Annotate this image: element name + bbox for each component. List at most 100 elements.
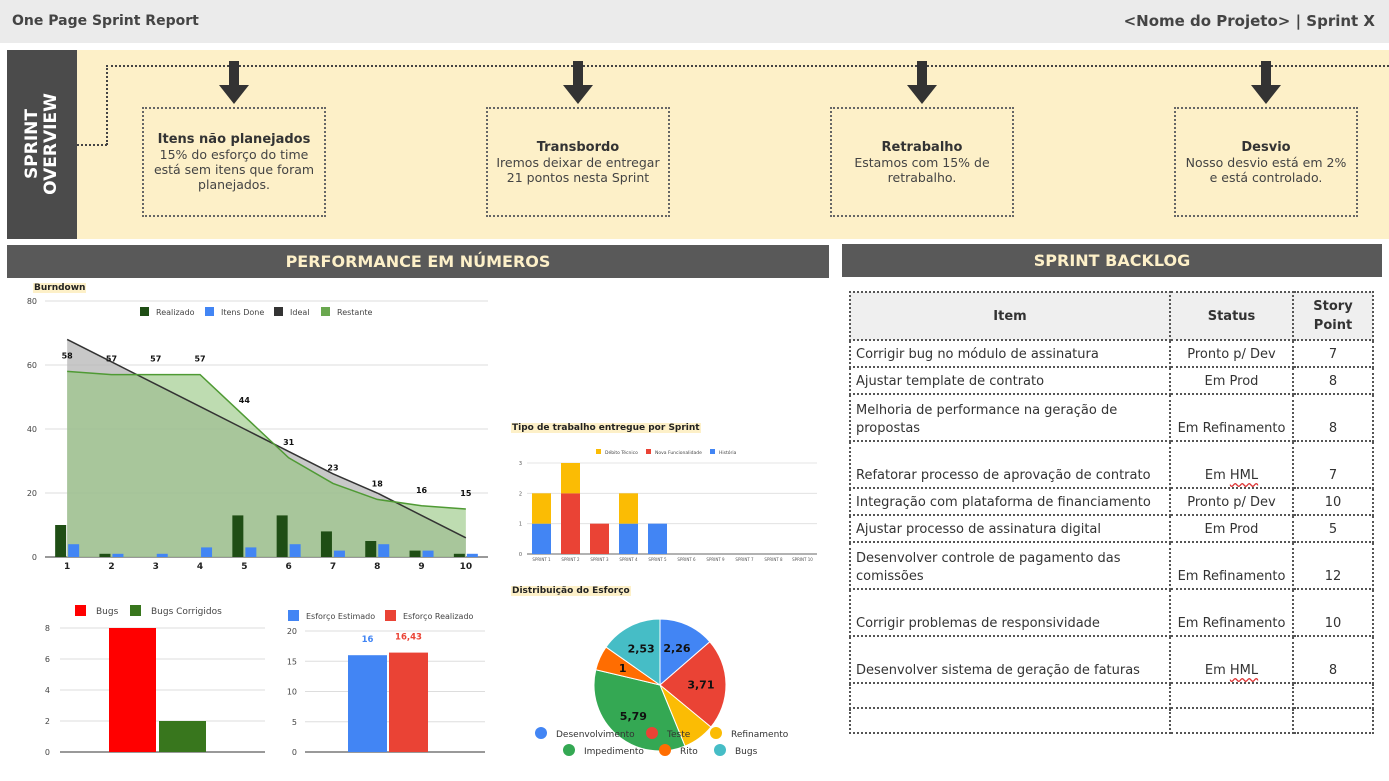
stacked-bar-segment [619,493,638,524]
bugs-chart: 0 2 4 6 8 Bugs Bugs Corrigidos [45,605,265,757]
bar-realizado [99,553,111,557]
data-label: 44 [239,396,251,405]
y-tick-label: 1 [519,522,522,528]
legend-swatch [321,307,330,316]
bar-realizado [409,550,421,557]
data-label: 57 [150,355,161,364]
down-arrow-icon [907,61,937,104]
backlog-item: Ajustar processo de assinatura digital [849,514,1171,543]
stacked-bar-segment [619,523,638,554]
legend-label: História [719,449,737,456]
pie-slice-label: 2,53 [628,643,655,656]
legend-swatch [659,744,671,756]
backlog-story-points: 8 [1292,366,1374,395]
backlog-item [849,682,1171,709]
spellcheck-underline: HML [1229,468,1259,483]
legend-swatch [714,744,726,756]
bar-realizado [232,515,244,557]
table-row[interactable]: Refatorar processo de aprovação de contr… [849,440,1374,489]
work-type-chart: 0 1 2 3 SPRINT 1 SPRINT 2 SPRINT 3 SPRINT 4 SPRI… [519,449,817,562]
table-row[interactable]: Ajustar template de contrato Em Prod 8 [849,366,1374,395]
overview-card-unplanned: Itens não planejados 15% do esforço do t… [142,107,326,217]
backlog-status: Em Refinamento [1169,393,1294,442]
backlog-story-points [1292,682,1374,709]
burndown-title: Burndown [33,283,87,293]
legend-label: Rito [680,747,698,757]
down-arrow-icon [563,61,593,104]
y-tick-label: 0 [32,553,37,562]
down-arrow-icon [219,61,249,104]
bar-itens-done [289,544,301,557]
backlog-status: Pronto p/ Dev [1169,339,1294,368]
backlog-item: Desenvolver sistema de geração de fatura… [849,635,1171,684]
legend-label: Esforço Realizado [403,612,474,621]
overview-connector-hook [77,144,107,146]
x-tick-label: 4 [197,562,203,572]
x-tick-label: 5 [241,562,247,572]
legend-swatch [646,449,651,454]
backlog-item: Integração com plataforma de financiamen… [849,487,1171,516]
stacked-bar-segment [532,493,551,524]
sprint-overview: SPRINT OVERVIEW Itens não planejados 15%… [7,50,1389,239]
legend-label: Ideal [290,308,309,317]
col-item-header: Item [849,291,1171,341]
table-row[interactable]: Corrigir problemas de responsividade Em R… [849,588,1374,637]
project-sprint-label: <Nome do Projeto> | Sprint X [1123,12,1375,30]
y-tick-label: 20 [287,627,297,636]
bar-esforco-realizado [389,652,428,752]
restante-area [67,371,466,557]
legend-label: Bugs [96,607,119,617]
backlog-header: SPRINT BACKLOG [842,244,1382,277]
table-row[interactable]: Desenvolver sistema de geração de fatura… [849,635,1374,684]
stacked-bar-segment [561,493,580,554]
bar-itens-done [378,544,390,557]
y-tick-label: 40 [27,425,37,434]
effort-distribution-title: Distribuição do Esforço [511,586,631,596]
data-label: 23 [327,463,338,472]
x-tick-label: SPRINT 5 [648,557,667,562]
backlog-status: Em Refinamento [1169,541,1294,590]
backlog-item: Refatorar processo de aprovação de contr… [849,440,1171,489]
x-tick-label: 10 [460,562,473,572]
legend-swatch [205,307,214,316]
bar-bugs-corrigidos [159,721,206,752]
bar-bugs [109,628,156,752]
y-tick-label: 8 [45,624,50,633]
legend-label: Restante [337,308,373,317]
overview-connector [106,65,1389,67]
performance-header: PERFORMANCE EM NÚMEROS [7,245,829,278]
backlog-story-points: 12 [1292,541,1374,590]
table-row[interactable]: Integração com plataforma de financiamen… [849,487,1374,516]
table-row[interactable] [849,682,1374,709]
table-row[interactable]: Corrigir bug no módulo de assinatura Pron… [849,339,1374,368]
stacked-bar-segment [648,523,667,554]
bar-realizado [365,541,377,557]
y-tick-label: 15 [287,657,297,666]
effort-chart: 0 5 10 15 20 16 16,43 Esforço Estimado Esforço R… [287,610,485,757]
x-tick-label: 8 [374,562,380,572]
backlog-item [849,707,1171,734]
table-row[interactable]: Desenvolver controle de pagamento das co… [849,541,1374,590]
x-tick-label: SPRINT 2 [561,557,580,562]
table-row[interactable]: Ajustar processo de assinatura digital Em… [849,514,1374,543]
table-row[interactable] [849,707,1374,734]
spellcheck-underline: HML [1229,663,1259,678]
data-label: 58 [62,351,74,360]
stacked-bar-segment [532,523,551,554]
card-title: Itens não planejados [157,132,311,147]
card-title: Desvio [1241,139,1291,155]
backlog-story-points: 7 [1292,339,1374,368]
bar-itens-done [112,553,124,557]
card-text: Estamos com 15% de retrabalho. [854,154,990,185]
legend-label: Bugs Corrigidos [151,607,222,617]
backlog-item: Melhoria de performance na geração de pr… [849,393,1171,442]
overview-card-carryover: Transbordo Iremos deixar de entregar 21 … [486,107,670,217]
x-tick-label: SPRINT 10 [792,557,813,562]
backlog-item: Corrigir bug no módulo de assinatura [849,339,1171,368]
overview-label: SPRINT OVERVIEW [22,93,61,195]
table-row[interactable]: Melhoria de performance na geração de pr… [849,393,1374,442]
backlog-story-points: 10 [1292,588,1374,637]
data-label: 18 [372,479,384,488]
legend-swatch [385,610,396,621]
